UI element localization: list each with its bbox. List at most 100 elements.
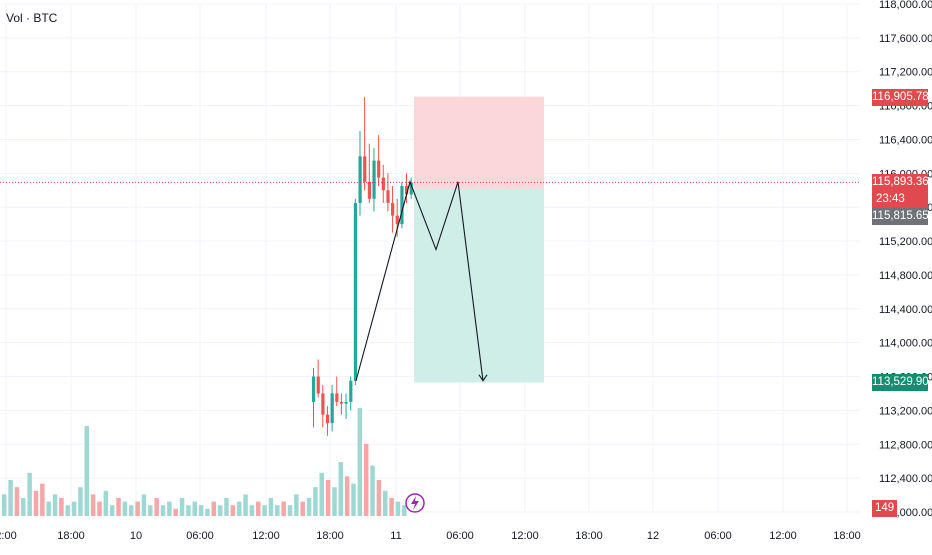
target-price-badge: 113,529.90: [872, 374, 929, 392]
volume-value-badge: 149: [872, 500, 898, 517]
candle-body: [349, 380, 353, 402]
time-tick-label: 18:00: [57, 530, 85, 542]
volume-bar: [211, 501, 217, 516]
volume-bar: [268, 498, 274, 516]
candle-body: [312, 376, 316, 402]
projection-arrowhead: [478, 374, 488, 382]
position-zones[interactable]: [414, 96, 544, 383]
time-tick-label: 18:00: [833, 530, 861, 542]
volume-bar: [97, 501, 102, 516]
candle-body: [391, 202, 395, 216]
lightning-icon[interactable]: [405, 493, 425, 513]
time-tick-label: 12:00: [252, 530, 280, 542]
candle-body: [316, 376, 320, 394]
projected-path[interactable]: [355, 180, 488, 382]
candle-body: [386, 190, 390, 203]
time-tick-label: 12:00: [511, 530, 539, 542]
volume-bar: [402, 505, 407, 516]
candle-body: [325, 414, 330, 424]
candle-body: [358, 156, 362, 203]
candle-body: [372, 160, 376, 199]
volume-bar: [319, 472, 324, 516]
candle-countdown-badge: 23:43: [872, 191, 928, 209]
time-tick-label: 06:00: [704, 530, 732, 542]
price-tick-label: 114,400.00: [879, 304, 932, 316]
volume-bar: [116, 498, 121, 516]
candles: [312, 97, 413, 436]
stop-loss-zone[interactable]: [414, 96, 544, 189]
candle-body: [363, 156, 367, 182]
volume-bar: [71, 501, 77, 516]
volume-bar: [135, 501, 140, 516]
volume-bar: [90, 494, 96, 516]
volume-bar: [395, 501, 401, 516]
volume-bar: [179, 498, 185, 516]
time-tick-label: 12:00: [769, 530, 797, 542]
volume-bar: [8, 480, 13, 516]
volume-bar: [224, 498, 229, 516]
volume-bar: [65, 505, 70, 516]
volume-bar: [256, 501, 261, 516]
candle-body: [330, 393, 334, 424]
volume-bar: [122, 501, 128, 516]
time-tick-label: 06:00: [186, 530, 214, 542]
volume-bar: [205, 508, 210, 516]
time-tick-label: 18:00: [575, 530, 603, 542]
stop-price-badge: 116,905.78: [872, 88, 929, 106]
volume-bar: [275, 505, 280, 516]
volume-bar: [173, 508, 178, 516]
volume-bar: [154, 498, 159, 516]
volume-bars: [2, 408, 425, 516]
price-tick-label: 114,800.00: [879, 270, 932, 282]
volume-bar: [344, 476, 350, 516]
candle-body: [321, 393, 325, 415]
volume-bar: [230, 505, 236, 516]
volume-indicator-label[interactable]: Vol · BTC: [6, 11, 58, 25]
volume-bar: [192, 501, 197, 516]
volume-bar: [351, 483, 356, 516]
volume-bar: [78, 487, 83, 516]
volume-bar: [167, 501, 172, 516]
volume-bar: [376, 480, 382, 516]
volume-bar: [217, 505, 223, 516]
volume-bar: [148, 505, 153, 516]
volume-bar: [141, 494, 147, 516]
take-profit-zone[interactable]: [414, 188, 544, 383]
candle-body: [344, 401, 348, 404]
volume-bar: [325, 480, 331, 516]
volume-bar: [129, 505, 134, 516]
volume-bar: [243, 494, 248, 516]
volume-bar: [363, 444, 369, 516]
projection-line[interactable]: [355, 180, 484, 381]
candle-body: [381, 177, 385, 191]
volume-bar: [59, 498, 64, 516]
volume-bar: [103, 490, 109, 516]
candle-body: [405, 186, 409, 195]
time-axis[interactable]: 2:00 18:00 10 06:00 12:00 18:00 11 06:00 12:00 18…: [0, 530, 861, 542]
price-tick-label: 116,400.00: [879, 134, 932, 146]
candle-body: [339, 401, 344, 404]
time-tick-label: 12: [647, 530, 659, 542]
lightning-icon-bolt: [411, 496, 419, 510]
price-tick-label: 117,600.00: [879, 33, 932, 45]
current-price-badge: 115,893.36: [872, 174, 929, 192]
candle-body: [353, 202, 358, 381]
volume-bar: [281, 501, 286, 516]
entry-price-badge: 115,815.65: [872, 208, 929, 226]
volume-bar: [46, 501, 51, 516]
price-axis[interactable]: 112,000.00112,400.00112,800.00113,200.00…: [879, 0, 932, 519]
price-tick-label: 112,400.00: [879, 473, 932, 485]
volume-bar: [109, 505, 115, 516]
volume-bar: [14, 487, 20, 516]
candle-body: [409, 182, 413, 195]
time-tick-label: 11: [390, 530, 401, 542]
volume-bar: [249, 505, 255, 516]
volume-bar: [236, 501, 242, 516]
volume-bar: [383, 490, 388, 516]
candle-body: [367, 181, 371, 199]
candle-body: [377, 160, 381, 178]
volume-bar: [306, 498, 312, 516]
candle-body: [335, 393, 339, 402]
